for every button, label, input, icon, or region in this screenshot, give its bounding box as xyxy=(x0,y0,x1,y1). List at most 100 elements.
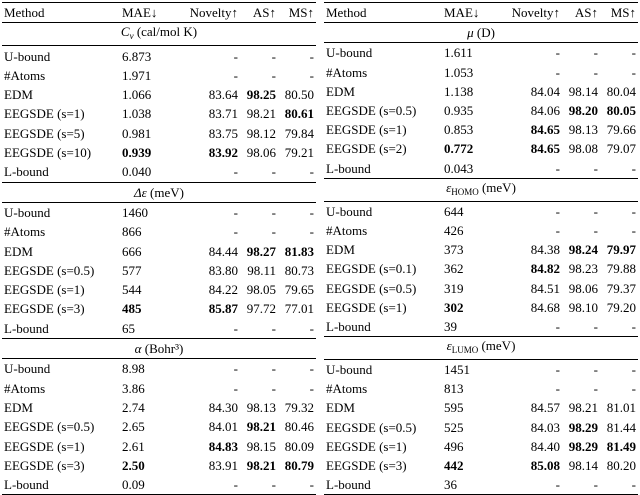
method-cell: U-bound xyxy=(2,359,120,379)
value-cell: 98.06 xyxy=(240,143,278,162)
value: - xyxy=(593,477,598,493)
method-cell: #Atoms xyxy=(324,63,442,82)
method-name: EEGSDE (s=5) xyxy=(4,125,85,141)
value-cell: - xyxy=(562,475,600,495)
value: 83.75 xyxy=(208,125,238,141)
method-name: L-bound xyxy=(4,320,49,336)
value: - xyxy=(233,477,238,493)
method-name: U-bound xyxy=(4,204,51,220)
value: - xyxy=(555,381,560,397)
value: 81.44 xyxy=(606,419,636,435)
value-cell: 98.14 xyxy=(562,82,600,101)
value-cell: 98.11 xyxy=(240,261,278,280)
data-row: U-bound 6.873 - - - xyxy=(2,46,316,66)
method-cell: EEGSDE (s=1) xyxy=(2,436,120,455)
value-cell: - xyxy=(278,66,316,85)
column-header: Novelty↑ xyxy=(189,5,238,21)
method-name: EEGSDE (s=1) xyxy=(326,122,407,138)
value: 866 xyxy=(122,224,142,240)
value-cell: 98.24 xyxy=(562,240,600,259)
value: 1.971 xyxy=(122,67,152,83)
value: - xyxy=(593,64,598,80)
value: 98.14 xyxy=(568,83,598,99)
value: - xyxy=(555,318,560,334)
value: - xyxy=(271,361,276,377)
data-row: U-bound 644 - - - xyxy=(324,201,638,221)
column-header: Method xyxy=(4,5,45,21)
value-cell: 98.13 xyxy=(240,398,278,417)
data-row: EEGSDE (s=0.1) 362 84.82 98.23 79.88 xyxy=(324,259,638,278)
method-name: #Atoms xyxy=(326,222,368,238)
value-cell: 79.88 xyxy=(600,259,638,278)
value-cell: 0.09 xyxy=(120,475,178,495)
value-cell: 98.12 xyxy=(240,124,278,143)
value: 84.65 xyxy=(530,141,560,157)
value-cell: 39 xyxy=(442,317,500,337)
method-name: EEGSDE (s=1) xyxy=(326,299,407,315)
value-cell: 79.65 xyxy=(278,280,316,299)
value-cell: - xyxy=(562,43,600,63)
value-cell: - xyxy=(178,378,240,397)
value: - xyxy=(631,45,636,61)
value-cell: 84.44 xyxy=(178,241,240,260)
data-row: EEGSDE (s=0.5) 0.935 84.06 98.20 80.05 xyxy=(324,101,638,120)
property-unit: (meV) xyxy=(150,184,184,200)
method-name: #Atoms xyxy=(4,380,46,396)
data-row: L-bound 0.043 - - - xyxy=(324,159,638,179)
data-row: U-bound 1451 - - - xyxy=(324,360,638,380)
value: - xyxy=(271,380,276,396)
method-cell: #Atoms xyxy=(2,66,120,85)
value-cell: 98.08 xyxy=(562,139,600,158)
value-cell: - xyxy=(600,360,638,380)
value: 98.14 xyxy=(568,458,598,474)
value-cell: 65 xyxy=(120,319,178,339)
property-subscript: LUMO xyxy=(451,345,479,355)
value-cell: 0.935 xyxy=(442,101,500,120)
value-cell: - xyxy=(500,221,562,240)
method-name: EEGSDE (s=0.5) xyxy=(326,280,417,296)
data-row: L-bound 36 - - - xyxy=(324,475,638,495)
value: - xyxy=(309,164,314,180)
value: 83.71 xyxy=(208,106,238,122)
value-cell: 98.14 xyxy=(562,456,600,475)
property-symbol: μ xyxy=(467,25,474,41)
method-cell: EEGSDE (s=0.5) xyxy=(324,101,442,120)
value-cell: - xyxy=(600,475,638,495)
value-cell: 496 xyxy=(442,437,500,456)
value: 84.40 xyxy=(530,438,560,454)
property-symbol: C xyxy=(120,24,130,40)
value-cell: - xyxy=(278,202,316,222)
value: - xyxy=(309,48,314,64)
value-cell: 83.75 xyxy=(178,124,240,143)
data-row: #Atoms 813 - - - xyxy=(324,379,638,398)
data-row: EDM 373 84.38 98.24 79.97 xyxy=(324,240,638,259)
property-unit: (D) xyxy=(476,25,495,41)
value-cell: 1.066 xyxy=(120,85,178,104)
value-cell: 80.61 xyxy=(278,104,316,123)
value: 98.10 xyxy=(568,299,598,315)
value: 84.04 xyxy=(530,83,560,99)
value-cell: - xyxy=(500,43,562,63)
section-title: εHOMO (meV) xyxy=(324,178,638,201)
value: 0.772 xyxy=(444,141,474,157)
value: - xyxy=(631,318,636,334)
value-cell: - xyxy=(240,319,278,339)
value-cell: - xyxy=(600,379,638,398)
value-cell: - xyxy=(278,475,316,495)
value-cell: 0.040 xyxy=(120,162,178,182)
value: 84.44 xyxy=(208,243,238,259)
value-cell: 595 xyxy=(442,398,500,417)
method-name: U-bound xyxy=(326,45,373,61)
value: - xyxy=(631,381,636,397)
value: - xyxy=(309,361,314,377)
value: 644 xyxy=(444,203,464,219)
value-cell: 84.30 xyxy=(178,398,240,417)
value-cell: 0.043 xyxy=(442,159,500,179)
value-cell: 1451 xyxy=(442,360,500,380)
value: 98.21 xyxy=(568,400,598,416)
value: - xyxy=(555,160,560,176)
method-cell: EEGSDE (s=0.5) xyxy=(2,417,120,436)
value-cell: 98.23 xyxy=(562,259,600,278)
value: - xyxy=(271,224,276,240)
method-name: U-bound xyxy=(4,48,51,64)
